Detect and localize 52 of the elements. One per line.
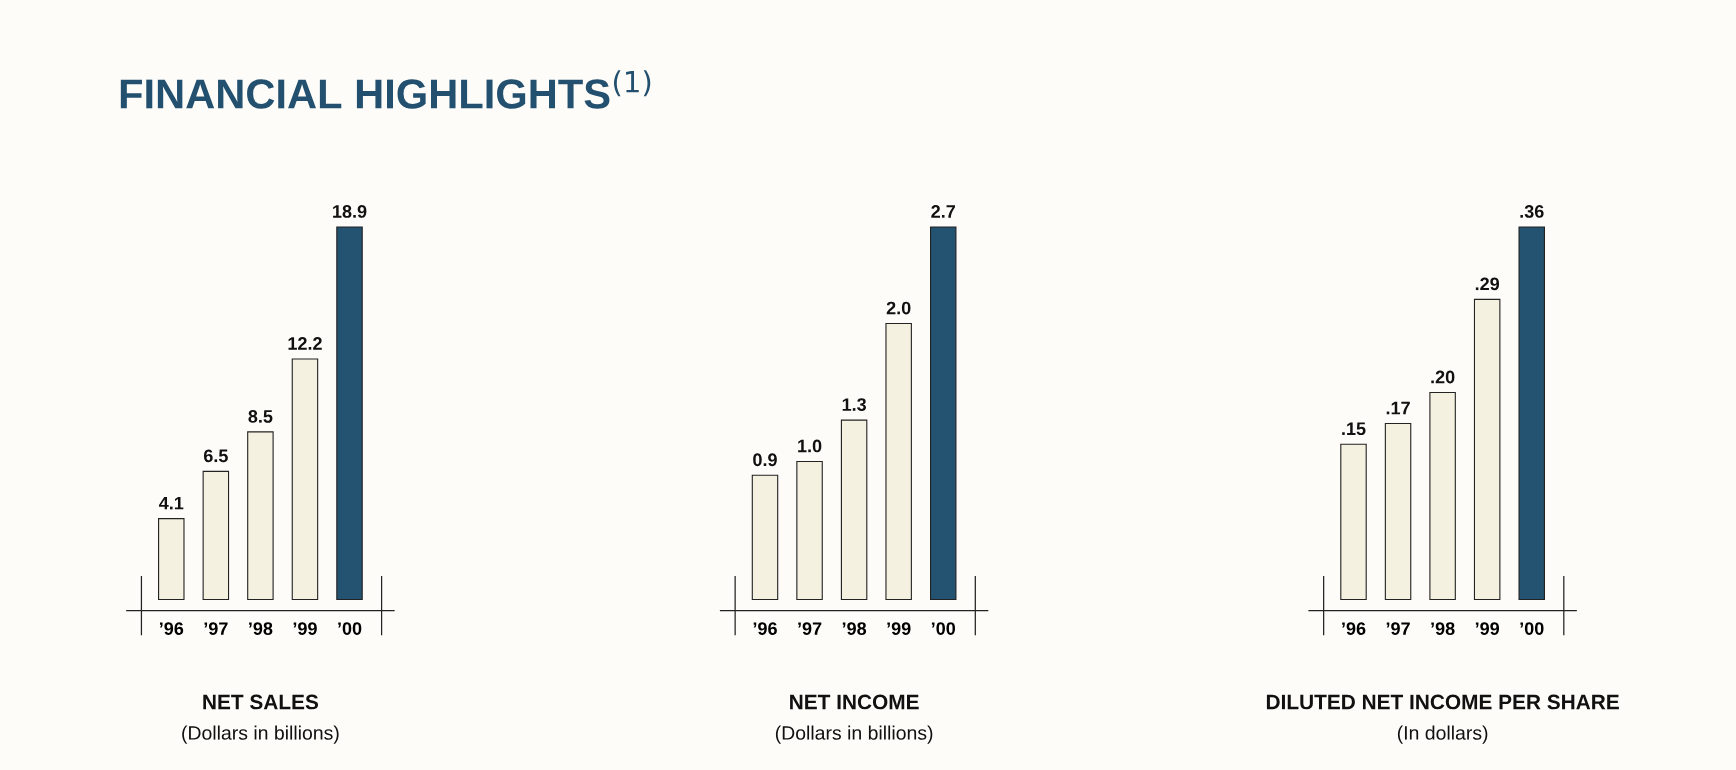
bar — [751, 474, 779, 600]
x-tick-label: ’00 — [1520, 622, 1544, 635]
chart-title: FINANCIAL HIGHLIGHTS$^{(1)}$ — [120, 70, 651, 109]
x-tick-label: ’97 — [1386, 622, 1410, 635]
x-tick-label: ’98 — [1431, 622, 1455, 635]
bar — [1340, 443, 1367, 600]
bar — [1473, 298, 1501, 600]
bar — [336, 226, 363, 600]
x-tick-label: ’99 — [293, 622, 317, 635]
x-tick-label: ’97 — [798, 622, 822, 635]
x-axis-title: DILUTED NET INCOME PER SHARE — [1266, 694, 1619, 710]
x-tick-label: ’99 — [887, 622, 911, 635]
data-label: 18.9 — [333, 205, 367, 218]
bar — [247, 431, 274, 600]
data-label: 1.0 — [798, 439, 822, 453]
data-label: .17 — [1386, 401, 1410, 415]
x-axis-title: NET INCOME — [790, 694, 919, 710]
data-label: 2.7 — [931, 205, 955, 218]
data-label: .36 — [1520, 205, 1544, 218]
x-tick-label: ’96 — [159, 622, 184, 635]
text: (Dollars in billions) — [775, 725, 933, 744]
data-label: 4.1 — [159, 496, 184, 510]
bar — [1429, 391, 1456, 600]
x-tick-label: ’98 — [842, 622, 867, 635]
bar — [158, 518, 185, 600]
x-tick-label: ’00 — [338, 622, 362, 635]
text: (In dollars) — [1397, 725, 1488, 744]
bar — [202, 470, 230, 600]
text: (Dollars in billions) — [182, 725, 339, 744]
x-tick-label: ’99 — [1475, 622, 1500, 635]
x-tick-label: ’96 — [753, 622, 777, 635]
bar — [885, 322, 912, 600]
bar — [929, 226, 957, 600]
x-tick-label: ’96 — [1342, 622, 1366, 635]
data-label: 12.2 — [288, 337, 322, 350]
bar — [840, 419, 868, 600]
data-label: 6.5 — [203, 449, 228, 463]
x-axis-title: NET SALES — [203, 694, 319, 710]
data-label: 8.5 — [248, 410, 273, 423]
x-tick-label: ’98 — [249, 622, 273, 635]
data-label: .29 — [1475, 277, 1500, 291]
bar — [291, 358, 319, 600]
data-label: .20 — [1431, 370, 1455, 384]
data-label: 0.9 — [753, 453, 777, 467]
x-tick-label: ’00 — [931, 622, 956, 635]
bar — [1384, 422, 1412, 600]
data-label: 1.3 — [842, 398, 867, 411]
bar — [796, 460, 823, 600]
data-label: .15 — [1342, 422, 1366, 436]
data-label: 2.0 — [886, 301, 911, 315]
bar — [1518, 226, 1545, 600]
x-tick-label: ’97 — [204, 622, 228, 635]
